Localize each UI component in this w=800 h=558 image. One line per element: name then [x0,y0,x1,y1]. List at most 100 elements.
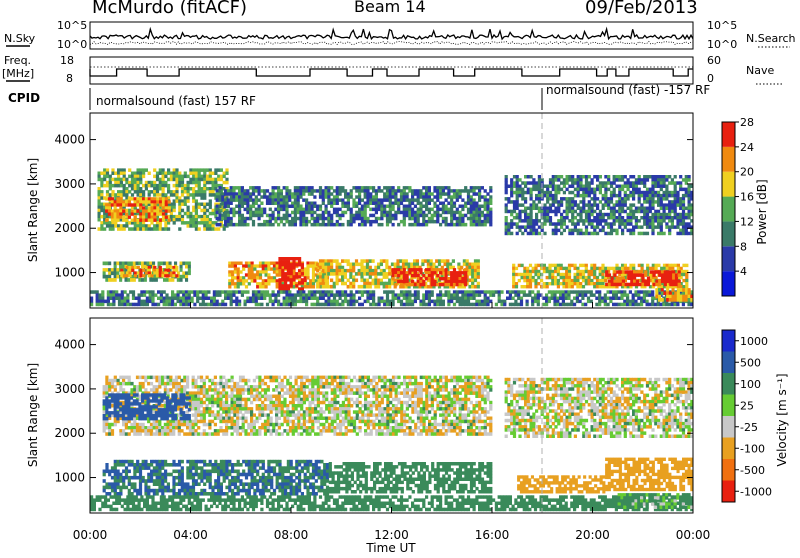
power-cell [615,175,618,179]
power-cell [234,276,237,279]
power-cell [507,185,510,189]
power-cell [396,259,399,263]
power-cell [521,181,524,185]
power-cell [414,300,417,304]
power-cell [392,214,395,218]
power-cell [613,219,616,223]
power-cell [203,196,206,200]
power-cell [216,211,219,215]
power-cell [241,293,244,297]
power-cell [417,223,420,227]
power-cell [516,194,519,198]
power-cell [585,181,588,185]
power-cell [445,274,448,277]
power-cell [244,220,247,224]
power-cell [613,188,616,192]
power-cell [154,303,157,307]
power-cell [287,257,290,260]
power-cell [408,205,411,209]
power-cell [661,280,664,284]
power-cell [660,185,663,189]
power-cell [160,300,163,304]
power-cell [433,202,436,206]
power-cell [259,273,262,276]
power-cell [624,222,627,226]
power-cell [635,181,638,185]
power-cell [358,195,361,199]
power-cell [355,205,358,209]
power-cell [563,219,566,223]
power-cell [283,208,286,212]
power-cell [654,175,657,179]
power-cell [386,198,389,202]
power-cell [313,290,316,294]
power-cell [629,300,632,304]
power-cell [654,219,657,223]
power-cell [361,205,364,209]
power-cell [168,297,171,301]
power-cell [623,300,626,304]
power-cell [149,262,152,266]
power-cell [366,297,369,301]
power-cell [119,206,122,209]
power-cell [428,220,431,224]
power-cell [484,208,487,212]
power-cell [456,198,459,202]
power-cell [658,273,661,277]
power-cell [182,303,185,307]
power-cell [548,264,551,267]
power-cell [111,190,114,194]
power-cell [145,184,148,188]
power-cell [255,198,258,202]
power-cell [133,262,136,266]
power-cell [224,192,227,196]
power-cell [459,189,462,193]
power-cell [474,272,477,276]
power-cell [171,293,174,297]
power-cell [180,268,183,272]
power-cell [453,268,456,271]
power-cell [139,219,142,222]
power-cell [464,283,467,286]
power-cell [330,263,333,267]
power-cell [527,191,530,195]
power-cell [646,264,649,267]
power-cell [200,175,203,179]
power-cell [607,222,610,226]
power-cell [142,224,145,228]
power-cell [464,290,467,294]
power-cell [615,200,618,204]
power-cell [235,186,238,190]
power-cell [164,193,167,197]
power-cell [685,194,688,198]
power-cell [142,206,145,209]
power-cell [571,213,574,217]
power-cell [668,303,671,307]
power-cell [327,192,330,196]
power-cell [576,285,579,288]
power-cell [166,265,169,269]
power-cell [669,283,672,287]
power-cell [200,193,203,197]
power-cell [188,290,191,294]
cpid-mode-2: normalsound (fast) -157 RF [546,83,710,97]
power-cell [545,300,548,304]
power-cell [269,195,272,199]
power-cell [98,199,101,203]
power-cell [396,263,399,267]
power-cell [627,185,630,189]
power-cell [392,195,395,199]
power-cell [344,205,347,209]
power-cell [618,216,621,220]
power-cell [139,203,142,206]
power-cell [347,300,350,304]
power-cell [184,203,187,207]
power-cell [341,275,344,279]
power-cell [406,208,409,212]
power-cell [500,303,503,307]
y-tick-label: 3000 [54,177,85,191]
power-cell [486,211,489,215]
power-cell [255,208,258,212]
power-cell [383,269,386,273]
power-cell [148,224,151,228]
